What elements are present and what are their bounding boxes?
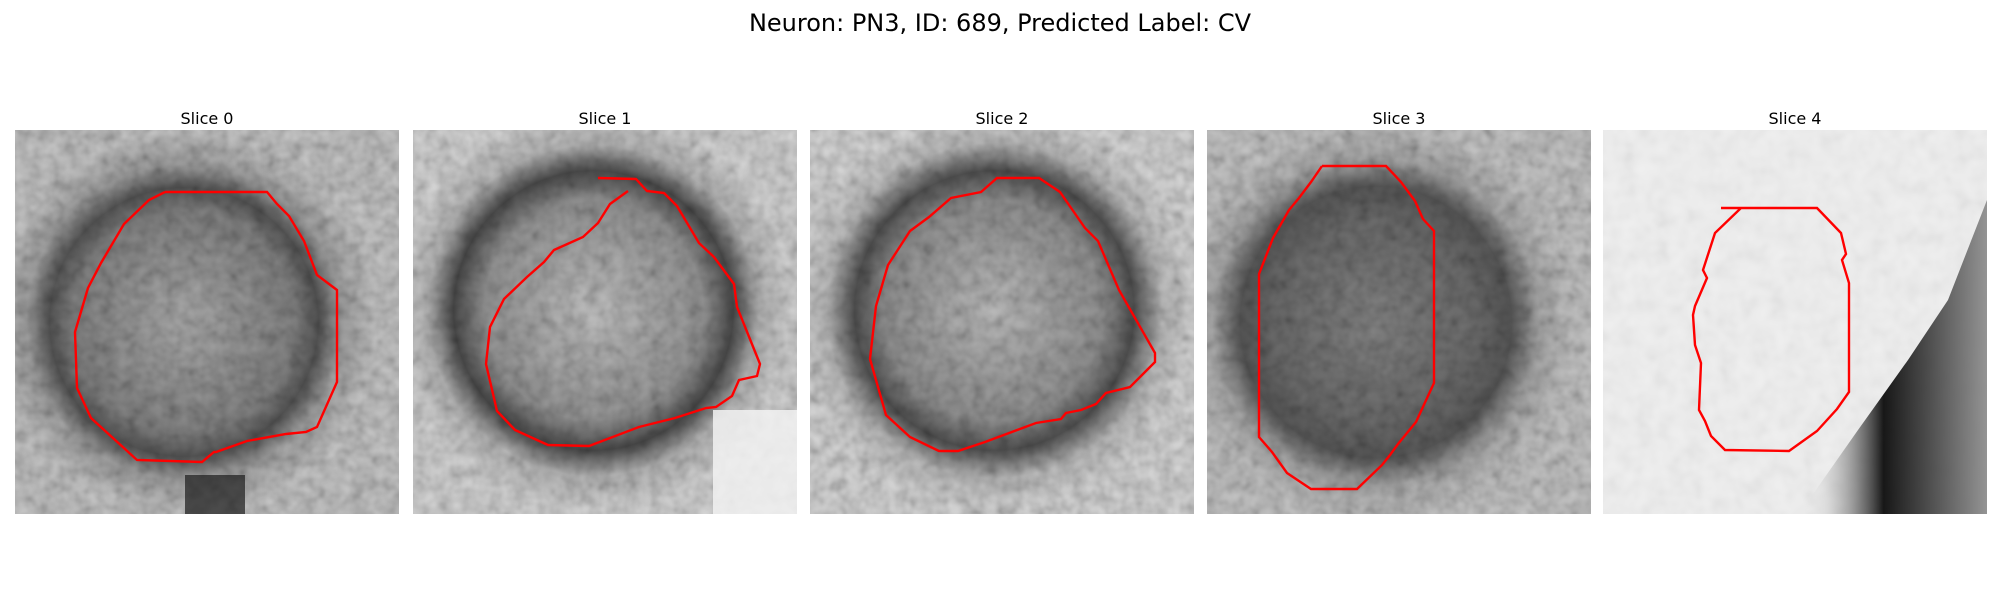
slice-panel-3: Slice 3 — [1207, 108, 1591, 514]
slice-image — [1207, 130, 1591, 514]
slice-title: Slice 1 — [578, 109, 632, 128]
slice-panel-2: Slice 2 — [810, 108, 1194, 514]
slice-image — [810, 130, 1194, 514]
slice-title: Slice 0 — [180, 109, 234, 128]
slice-image — [1603, 130, 1987, 514]
roi-outline — [73, 190, 339, 464]
figure-title: Neuron: PN3, ID: 689, Predicted Label: C… — [748, 9, 1252, 37]
slice-image — [15, 130, 399, 514]
slice-panel-4: Slice 4 — [1603, 108, 1987, 514]
slice-image — [413, 130, 797, 514]
roi-outline — [1257, 164, 1436, 491]
slice-title: Slice 2 — [975, 109, 1029, 128]
slice-title: Slice 3 — [1372, 109, 1426, 128]
slice-panel-1: Slice 1 — [413, 108, 797, 514]
roi-outline — [1691, 206, 1851, 453]
slice-panel-0: Slice 0 — [15, 108, 399, 514]
roi-outline — [868, 176, 1157, 453]
slice-title: Slice 4 — [1768, 109, 1822, 128]
roi-outline — [484, 176, 762, 448]
